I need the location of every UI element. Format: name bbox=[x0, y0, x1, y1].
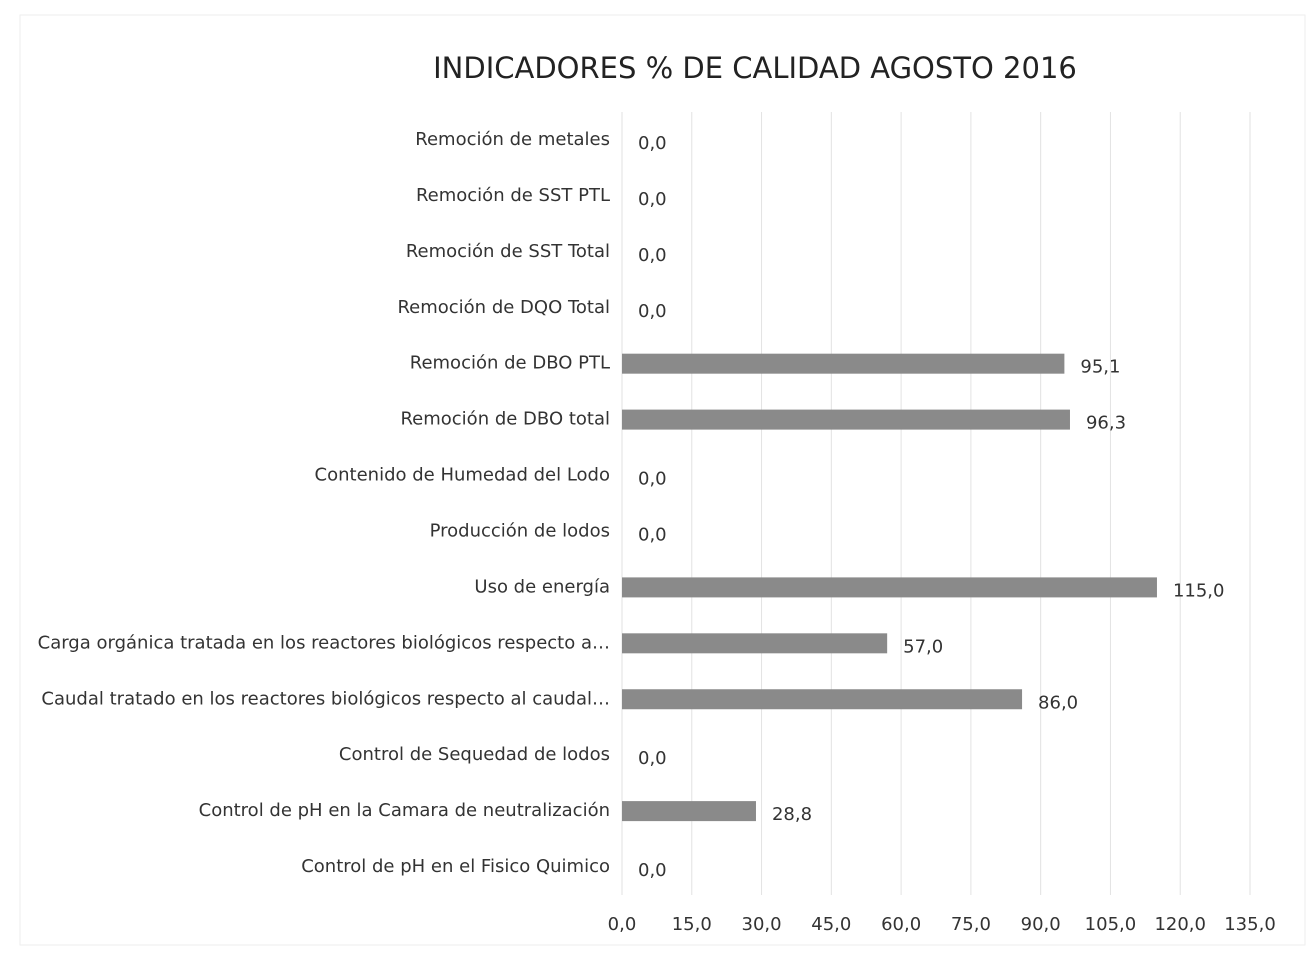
bar bbox=[622, 633, 888, 654]
y-tick-label: Remoción de metales bbox=[415, 129, 610, 150]
x-tick-label: 60,0 bbox=[881, 914, 921, 935]
x-tick-label: 30,0 bbox=[742, 914, 782, 935]
x-tick-label: 45,0 bbox=[811, 914, 851, 935]
y-tick-label: Uso de energía bbox=[474, 576, 610, 597]
y-tick-label: Remoción de DBO PTL bbox=[410, 353, 610, 374]
data-label: 0,0 bbox=[638, 189, 667, 210]
x-tick-label: 135,0 bbox=[1224, 914, 1276, 935]
x-tick-label: 90,0 bbox=[1021, 914, 1061, 935]
data-label: 115,0 bbox=[1173, 580, 1225, 601]
x-tick-label: 15,0 bbox=[672, 914, 712, 935]
y-tick-label: Remoción de DBO total bbox=[400, 409, 610, 430]
data-label: 86,0 bbox=[1038, 692, 1078, 713]
data-label: 95,1 bbox=[1080, 357, 1120, 378]
data-label: 0,0 bbox=[638, 133, 667, 154]
x-tick-label: 120,0 bbox=[1154, 914, 1206, 935]
x-tick-label: 105,0 bbox=[1085, 914, 1137, 935]
y-tick-label: Contenido de Humedad del Lodo bbox=[315, 465, 610, 486]
y-tick-label: Carga orgánica tratada en los reactores … bbox=[38, 632, 610, 653]
data-label: 0,0 bbox=[638, 524, 667, 545]
y-tick-label: Remoción de SST Total bbox=[406, 241, 610, 262]
data-label: 96,3 bbox=[1086, 413, 1126, 434]
y-tick-label: Control de pH en el Fisico Quimico bbox=[301, 856, 610, 877]
bar bbox=[622, 409, 1070, 430]
chart-frame bbox=[19, 14, 1306, 946]
data-label: 0,0 bbox=[638, 860, 667, 881]
x-tick-label: 0,0 bbox=[608, 914, 637, 935]
bar bbox=[622, 577, 1157, 598]
data-label: 0,0 bbox=[638, 245, 667, 266]
data-label: 0,0 bbox=[638, 469, 667, 490]
y-tick-label: Remoción de DQO Total bbox=[397, 297, 610, 318]
bar bbox=[622, 353, 1065, 374]
x-tick-label: 75,0 bbox=[951, 914, 991, 935]
bar bbox=[622, 689, 1023, 710]
data-label: 0,0 bbox=[638, 748, 667, 769]
data-label: 0,0 bbox=[638, 301, 667, 322]
data-label: 57,0 bbox=[903, 636, 943, 657]
chart-title: INDICADORES % DE CALIDAD AGOSTO 2016 bbox=[433, 51, 1077, 85]
y-tick-label: Control de pH en la Camara de neutraliza… bbox=[199, 800, 610, 821]
y-tick-label: Caudal tratado en los reactores biológic… bbox=[41, 688, 610, 709]
data-label: 28,8 bbox=[772, 804, 812, 825]
y-tick-label: Remoción de SST PTL bbox=[416, 185, 610, 206]
y-tick-label: Producción de lodos bbox=[430, 520, 610, 541]
y-tick-label: Control de Sequedad de lodos bbox=[339, 744, 610, 765]
bar bbox=[622, 801, 756, 822]
